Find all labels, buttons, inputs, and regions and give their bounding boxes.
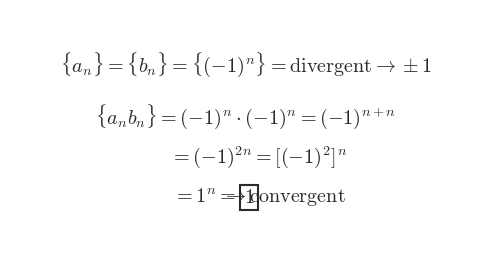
Text: $= (-1)^{2n} = [(-1)^2]^n$: $= (-1)^{2n} = [(-1)^2]^n$ bbox=[170, 144, 348, 170]
Text: $\{a_n\} = \{b_n\} = \{(-1)^n\} = \mathrm{divergent} \rightarrow \pm 1$: $\{a_n\} = \{b_n\} = \{(-1)^n\} = \mathr… bbox=[60, 50, 432, 79]
Text: $= 1^n =$: $= 1^n =$ bbox=[173, 189, 236, 207]
Text: $1$: $1$ bbox=[244, 189, 254, 207]
Text: $\{a_n b_n\} = (-1)^n \cdot (-1)^n = (-1)^{n+n}$: $\{a_n b_n\} = (-1)^n \cdot (-1)^n = (-1… bbox=[96, 102, 396, 131]
Text: $\rightarrow \mathrm{convergent}$: $\rightarrow \mathrm{convergent}$ bbox=[222, 187, 346, 208]
